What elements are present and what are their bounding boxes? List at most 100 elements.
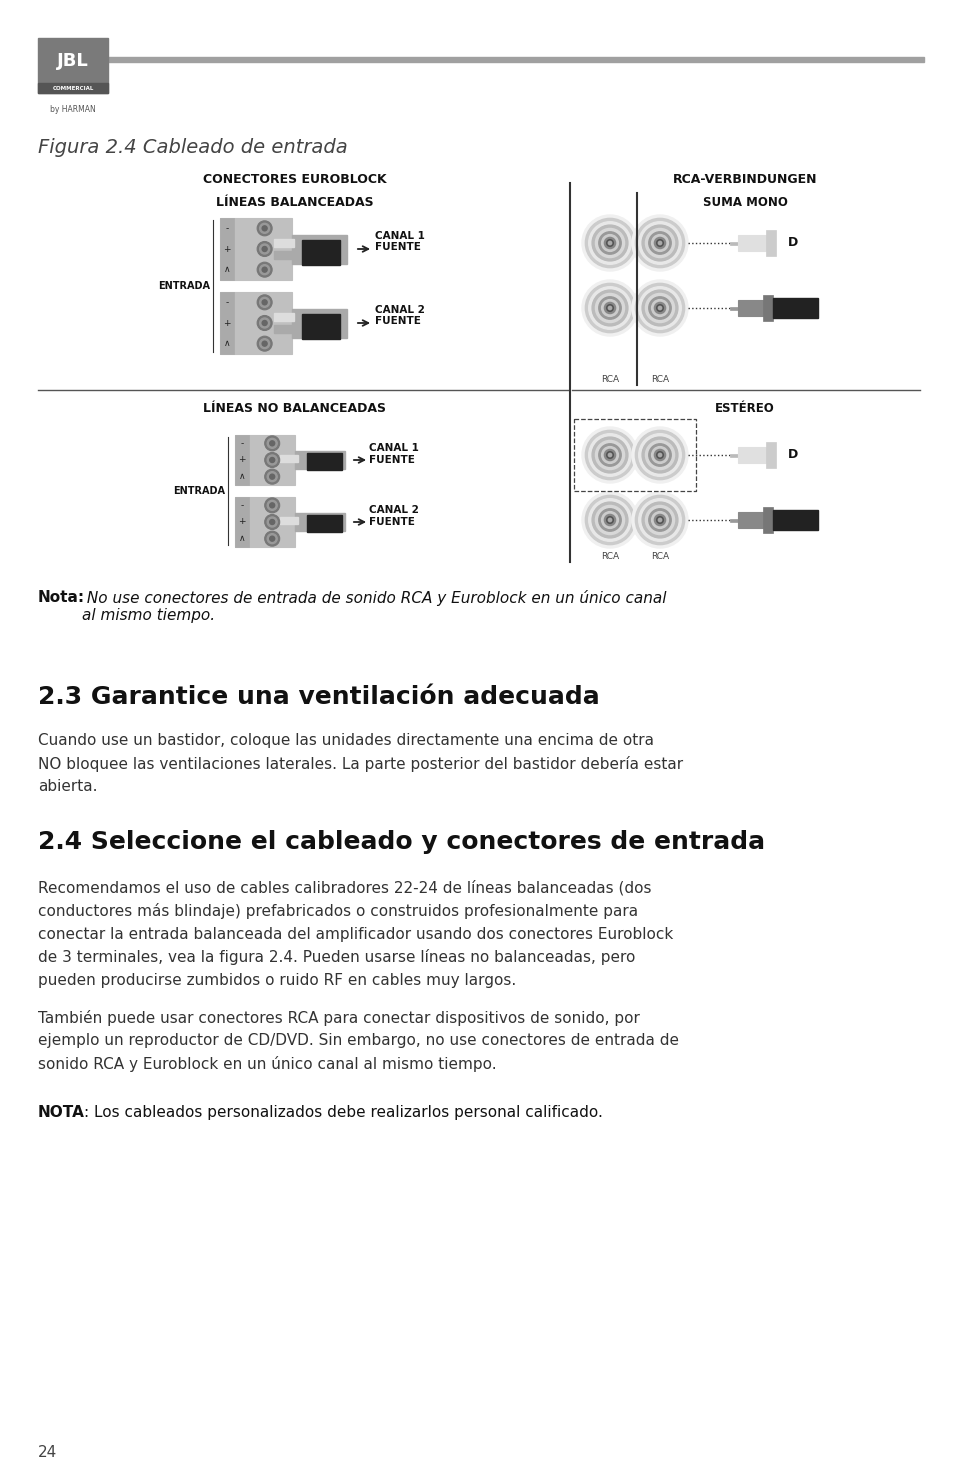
Text: ∧: ∧ [238, 534, 245, 543]
Circle shape [631, 215, 687, 271]
Text: RCA: RCA [650, 552, 668, 560]
Circle shape [604, 302, 615, 314]
Circle shape [654, 237, 665, 249]
Circle shape [264, 435, 279, 451]
Text: RCA: RCA [600, 552, 618, 560]
Bar [307, 453, 341, 471]
Circle shape [267, 454, 277, 465]
Circle shape [592, 502, 627, 538]
Circle shape [651, 512, 668, 528]
Circle shape [267, 518, 277, 527]
Bar [292, 308, 347, 338]
Circle shape [601, 447, 618, 463]
Text: ∧: ∧ [238, 472, 245, 481]
Circle shape [641, 437, 678, 473]
Circle shape [270, 503, 274, 507]
Circle shape [645, 294, 674, 323]
Circle shape [635, 431, 684, 479]
Circle shape [585, 283, 634, 333]
Circle shape [267, 500, 277, 510]
Text: Figura 2.4 Cableado de entrada: Figura 2.4 Cableado de entrada [38, 139, 348, 156]
Bar [738, 299, 762, 317]
Circle shape [639, 499, 680, 541]
Text: -: - [225, 224, 229, 233]
Circle shape [651, 235, 668, 251]
Circle shape [267, 472, 277, 482]
Bar [765, 442, 775, 468]
Circle shape [598, 232, 620, 254]
Circle shape [651, 299, 668, 317]
Circle shape [648, 232, 671, 254]
Text: +: + [223, 245, 231, 254]
Bar [738, 512, 762, 528]
Circle shape [631, 426, 687, 482]
Bar [302, 314, 339, 339]
Circle shape [604, 450, 615, 460]
Circle shape [601, 235, 618, 251]
Bar [274, 313, 294, 322]
Text: CANAL 1
FUENTE: CANAL 1 FUENTE [375, 230, 424, 252]
Text: RCA: RCA [600, 375, 618, 384]
Bar [772, 298, 817, 317]
Circle shape [259, 339, 270, 348]
Circle shape [656, 305, 662, 311]
Text: JBL: JBL [57, 52, 89, 71]
Bar [765, 230, 775, 255]
Bar [772, 510, 817, 530]
Circle shape [595, 294, 624, 323]
Circle shape [585, 496, 634, 544]
Text: Cuando use un bastidor, coloque las unidades directamente una encima de otra
NO : Cuando use un bastidor, coloque las unid… [38, 733, 682, 794]
Bar [274, 324, 294, 333]
Text: LÍNEAS BALANCEADAS: LÍNEAS BALANCEADAS [216, 196, 374, 209]
Bar [762, 295, 772, 320]
Circle shape [601, 299, 618, 317]
Text: También puede usar conectores RCA para conectar dispositivos de sonido, por
ejem: También puede usar conectores RCA para c… [38, 1010, 679, 1072]
Circle shape [656, 239, 662, 246]
Circle shape [598, 509, 620, 531]
Circle shape [262, 341, 267, 347]
Circle shape [270, 473, 274, 479]
Circle shape [259, 319, 270, 327]
Text: CANAL 2
FUENTE: CANAL 2 FUENTE [369, 506, 418, 527]
Circle shape [581, 280, 638, 336]
Bar [292, 235, 347, 264]
Circle shape [606, 516, 613, 524]
Circle shape [639, 286, 680, 329]
Circle shape [270, 537, 274, 541]
Circle shape [267, 534, 277, 544]
Circle shape [588, 434, 631, 476]
Circle shape [585, 218, 634, 267]
Text: ∧: ∧ [223, 339, 230, 348]
Circle shape [264, 531, 279, 546]
Circle shape [631, 493, 687, 549]
Circle shape [581, 215, 638, 271]
Text: CONECTORES EUROBLOCK: CONECTORES EUROBLOCK [203, 173, 386, 186]
Bar [294, 513, 345, 531]
Circle shape [592, 226, 627, 261]
Circle shape [654, 450, 665, 460]
Circle shape [639, 434, 680, 476]
Circle shape [581, 426, 638, 482]
Circle shape [592, 291, 627, 326]
Circle shape [635, 496, 684, 544]
Text: +: + [238, 456, 246, 465]
Circle shape [608, 307, 611, 310]
Bar [220, 292, 233, 354]
Circle shape [592, 437, 627, 473]
Circle shape [262, 267, 267, 273]
Circle shape [608, 518, 611, 522]
Text: SUMA MONO: SUMA MONO [701, 196, 786, 209]
Circle shape [257, 336, 272, 351]
Bar [234, 435, 294, 485]
Bar [105, 58, 923, 62]
Circle shape [598, 296, 620, 319]
Circle shape [601, 512, 618, 528]
Circle shape [257, 295, 272, 310]
Circle shape [654, 302, 665, 314]
Text: I: I [787, 513, 792, 527]
Circle shape [588, 221, 631, 264]
Text: Recomendamos el uso de cables calibradores 22-24 de líneas balanceadas (dos
cond: Recomendamos el uso de cables calibrador… [38, 881, 673, 987]
Text: 2.4 Seleccione el cableado y conectores de entrada: 2.4 Seleccione el cableado y conectores … [38, 830, 764, 854]
Text: by HARMAN: by HARMAN [51, 105, 95, 114]
Text: +: + [238, 518, 246, 527]
